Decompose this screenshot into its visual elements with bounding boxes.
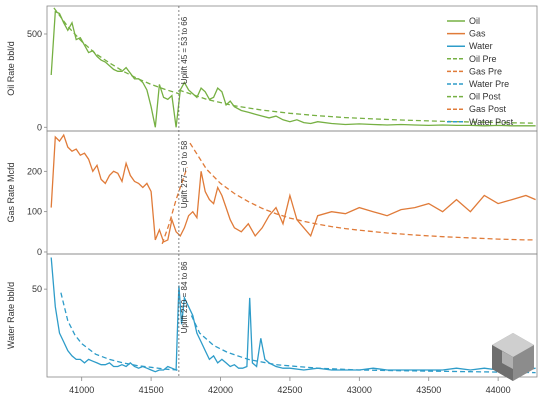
gas-post-line (189, 142, 536, 241)
legend-entry: Oil Post (469, 92, 501, 102)
legend-entry: Gas (469, 29, 486, 39)
panel-water: 50 Water Rate bbl/d Uplift 210 = 84 to 86 (6, 253, 538, 378)
oil-series-group (50, 7, 536, 128)
oil-panel-frame (46, 5, 538, 132)
oil-y-axis-title: Oil Rate bbl/d (6, 41, 16, 96)
gas-panel-frame (46, 130, 538, 255)
x-axis: 41000 41500 42000 42500 43000 43500 44000 (69, 377, 511, 395)
water-y-tick-label: 50 (32, 284, 42, 294)
oil-uplift-label: Uplift 45 = 53 to 66 (180, 16, 189, 84)
water-y-axis-title: Water Rate bbl/d (6, 282, 16, 349)
x-tick-label: 41500 (139, 385, 164, 395)
water-post-line (190, 315, 536, 374)
gas-y-axis-title: Gas Rate Mcfd (6, 162, 16, 222)
gas-y-tick-label: 100 (27, 207, 42, 217)
legend-entry: Oil Pre (469, 54, 497, 64)
gas-actual-line (50, 133, 536, 243)
gas-pre-line (161, 167, 188, 245)
water-actual-line (50, 257, 536, 373)
oil-pre-line (53, 7, 180, 95)
water-uplift-label: Uplift 210 = 84 to 86 (180, 261, 189, 333)
x-tick-label: 42000 (208, 385, 233, 395)
x-tick-label: 42500 (277, 385, 302, 395)
legend: Oil Gas Water Oil Pre Gas Pre Water Pre Oil Po… (447, 16, 514, 127)
legend-entry: Gas Pre (469, 66, 502, 76)
x-tick-label: 44000 (486, 385, 511, 395)
legend-entry: Water Post (469, 117, 514, 127)
water-panel-frame (46, 253, 538, 378)
oil-y-tick-label: 0 (37, 122, 42, 132)
gas-y-tick-label: 200 (27, 166, 42, 176)
x-tick-label: 43500 (416, 385, 441, 395)
water-series-group (50, 257, 536, 374)
panel-gas: 0 100 200 Gas Rate Mcfd Uplift 277 = 0 to 58 (6, 130, 538, 257)
chart-panels: 0 500 Oil Rate bbl/d Uplift 45 = 53 to 66 0 1… (6, 5, 538, 378)
gas-series-group (50, 133, 536, 245)
x-tick-label: 43000 (347, 385, 372, 395)
gas-uplift-label: Uplift 277 = 0 to 58 (180, 140, 189, 208)
legend-entry: Oil (469, 16, 480, 26)
gas-y-tick-label: 0 (37, 247, 42, 257)
water-pre-line (60, 292, 178, 371)
cube-logo (492, 333, 534, 381)
legend-entry: Gas Post (469, 104, 507, 114)
oil-actual-line (50, 10, 536, 128)
oil-y-tick-label: 500 (27, 29, 42, 39)
panel-oil: 0 500 Oil Rate bbl/d Uplift 45 = 53 to 66 (6, 5, 538, 132)
legend-entry: Water (469, 41, 493, 51)
x-tick-label: 41000 (69, 385, 94, 395)
legend-entry: Water Pre (469, 79, 509, 89)
